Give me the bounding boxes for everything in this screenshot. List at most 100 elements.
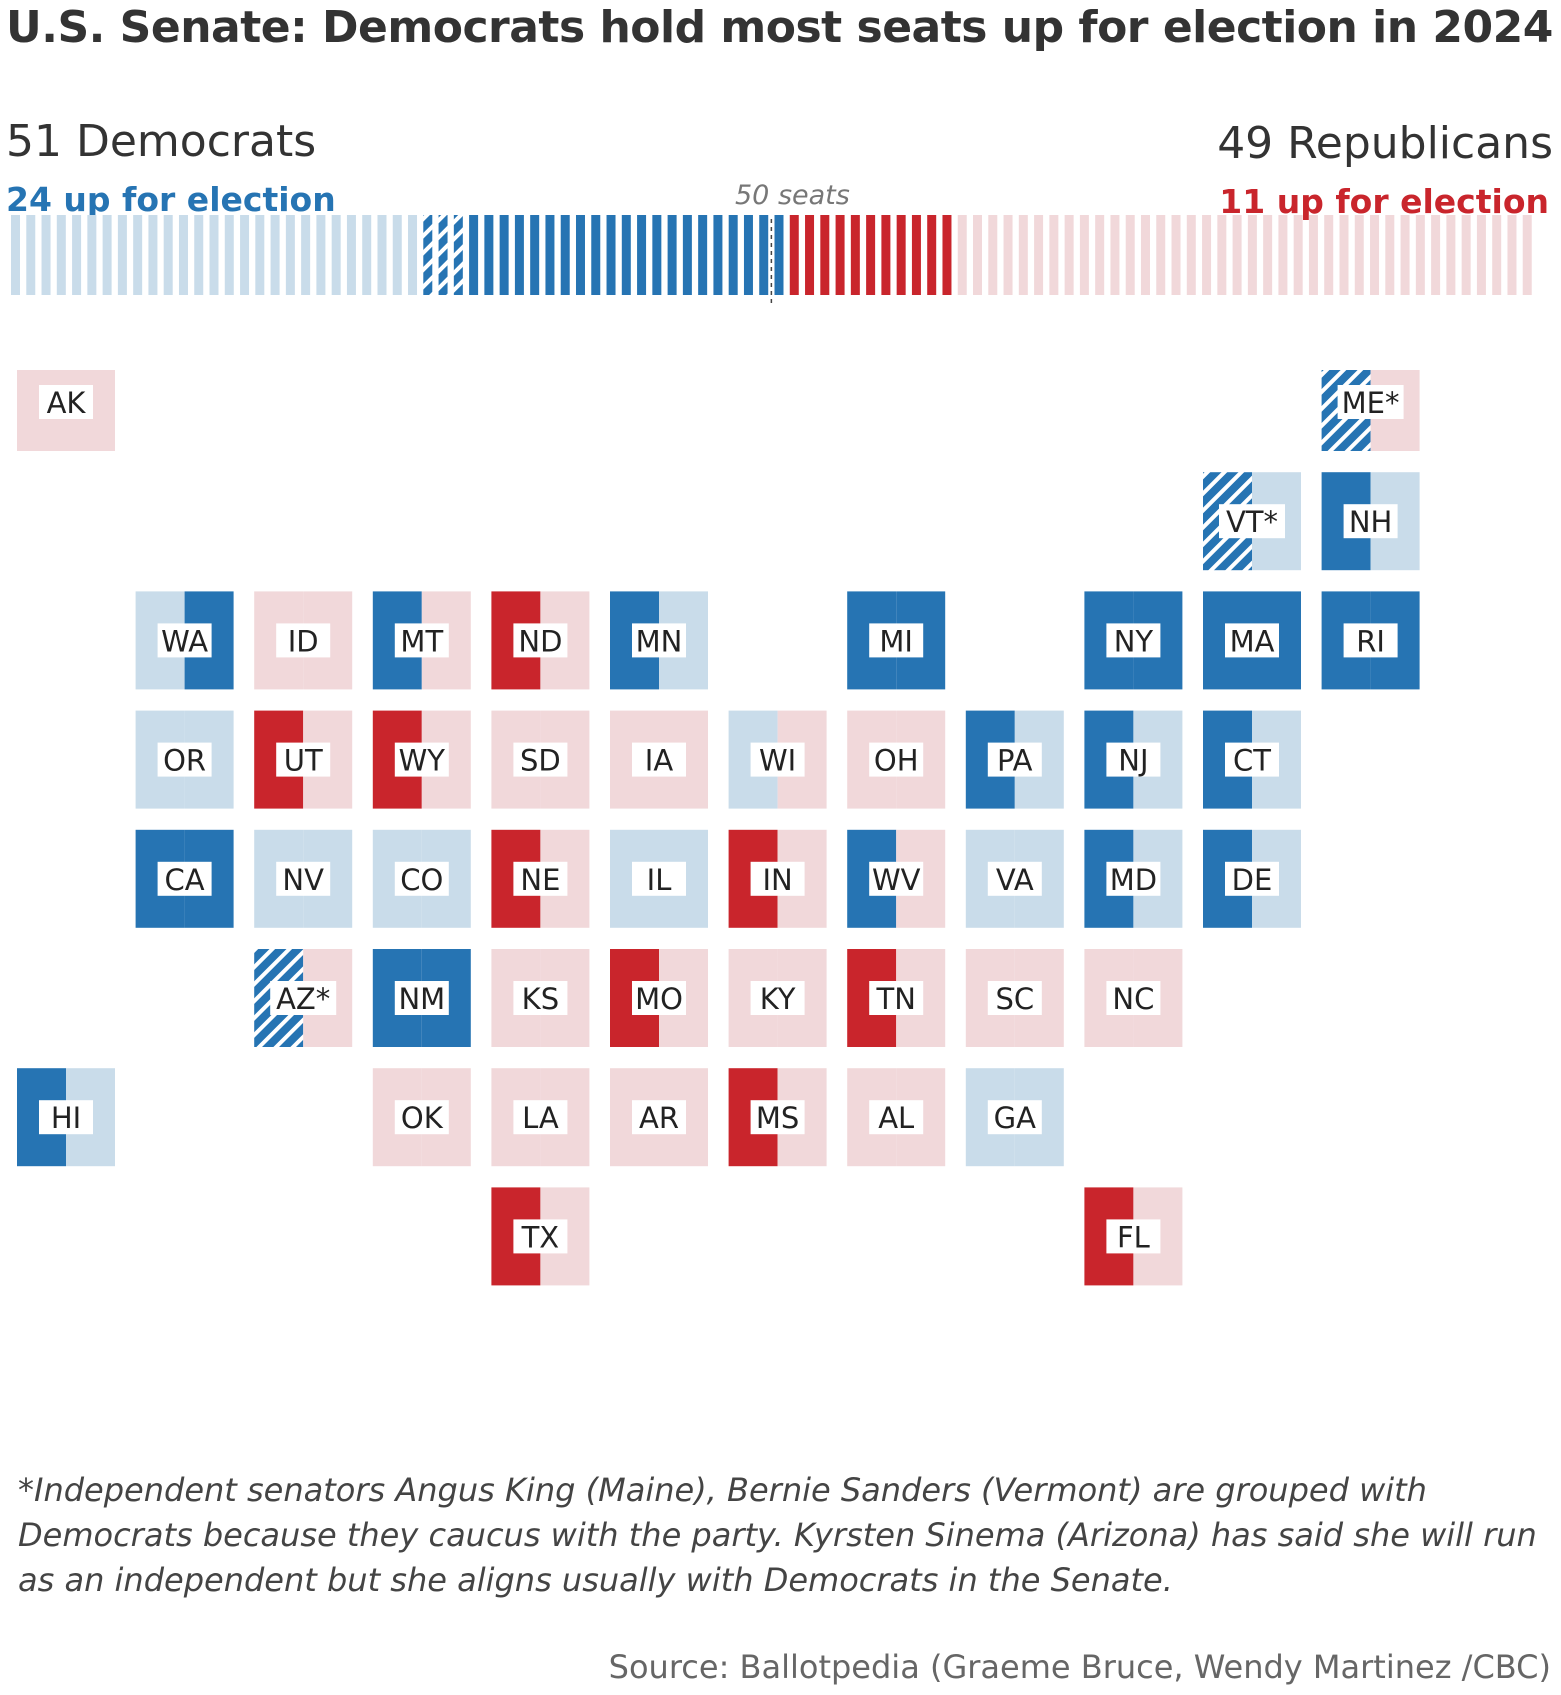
seat-rep-safe <box>1034 215 1044 295</box>
state-tile-or: OR <box>135 710 234 809</box>
seat-rep-safe <box>1324 215 1334 295</box>
state-tile-ca: CA <box>135 829 234 928</box>
state-label: KS <box>522 982 559 1016</box>
seat-rep-safe <box>1400 215 1410 295</box>
seat-dem-safe <box>133 215 143 295</box>
republicans-total-label: 49 Republicans <box>1217 118 1553 169</box>
state-label: IL <box>647 863 672 897</box>
seat-dem-safe <box>408 215 418 295</box>
state-label: LA <box>522 1101 559 1135</box>
seat-rep-up <box>866 215 876 295</box>
state-label-bg <box>1106 1219 1161 1254</box>
state-label-bg <box>750 861 805 896</box>
seat-rep-safe <box>1415 215 1425 295</box>
seat-rep-safe <box>1293 215 1303 295</box>
majority-label: 50 seats <box>735 180 850 211</box>
state-label: CO <box>400 863 443 897</box>
state-tile-nv: NV <box>254 829 353 928</box>
seat-rep-up <box>850 215 860 295</box>
state-tile-ks: KS <box>491 949 590 1047</box>
seat-dem-safe <box>377 215 387 295</box>
seat-dem-up <box>637 215 647 295</box>
footnote: *Independent senators Angus King (Maine)… <box>18 1471 1537 1599</box>
seat-dem-safe <box>87 215 97 295</box>
state-tile-ar: AR <box>610 1068 708 1167</box>
seat-rep-safe <box>1217 215 1227 295</box>
seat-rep-safe <box>1492 215 1502 295</box>
state-tile-pa: PA <box>965 710 1064 809</box>
seat-dem-safe <box>117 215 127 295</box>
seat-dem-up <box>682 215 692 295</box>
seat-dem-safe <box>392 215 402 295</box>
seat-rep-safe <box>1339 215 1349 295</box>
seat-dem-safe <box>56 215 66 295</box>
chart-title: U.S. Senate: Democrats hold most seats u… <box>6 2 1553 53</box>
state-label: CA <box>165 863 205 897</box>
state-label-bg <box>157 861 212 896</box>
seat-dem-safe <box>209 215 219 295</box>
state-tile-ne: NE <box>491 829 590 928</box>
state-label: AZ* <box>276 982 330 1016</box>
state-tile-ri: RI <box>1321 591 1420 690</box>
seat-dem-safe <box>255 215 265 295</box>
state-label: MT <box>400 624 443 658</box>
state-label: MO <box>635 982 683 1016</box>
state-tile-hi: HI <box>17 1068 115 1167</box>
seat-rep-up <box>927 215 937 295</box>
state-label-bg <box>513 861 568 896</box>
seat-dem-up <box>698 215 708 295</box>
state-label-bg <box>987 861 1042 896</box>
state-label: ME* <box>1342 386 1400 420</box>
state-label: AR <box>639 1101 679 1135</box>
state-label: ID <box>288 624 319 658</box>
seat-rep-safe <box>1278 215 1288 295</box>
state-label-bg <box>513 1100 568 1135</box>
state-tile-co: CO <box>372 829 471 928</box>
state-label-bg <box>869 1100 924 1135</box>
seat-dem-up <box>606 215 616 295</box>
state-label: AK <box>47 386 87 420</box>
state-label-bg <box>869 861 924 896</box>
seat-dem-up <box>591 215 601 295</box>
state-label: MN <box>636 624 683 658</box>
state-label-bg <box>276 623 331 658</box>
state-tile-ga: GA <box>965 1068 1064 1167</box>
state-label-bg <box>394 742 449 777</box>
seat-rep-safe <box>1370 215 1380 295</box>
seat-rep-safe <box>1247 215 1257 295</box>
seat-dem-up <box>575 215 585 295</box>
seat-dem-safe <box>41 215 51 295</box>
state-label: ND <box>518 624 562 658</box>
state-label-bg <box>987 1100 1042 1135</box>
state-label-bg <box>750 742 805 777</box>
state-label-bg <box>632 1100 686 1135</box>
state-label: OR <box>163 744 206 778</box>
state-tile-id: ID <box>254 591 353 690</box>
seat-dem-safe <box>346 215 356 295</box>
state-label: MA <box>1230 624 1275 658</box>
seat-dem-up <box>667 215 677 295</box>
state-label: TX <box>521 1220 560 1254</box>
seat-rep-safe <box>1202 215 1212 295</box>
state-label: TN <box>875 982 915 1016</box>
seat-dem-safe <box>102 215 112 295</box>
state-label-bg <box>157 742 212 777</box>
state-tile-sc: SC <box>965 949 1064 1047</box>
seat-rep-safe <box>1003 215 1013 295</box>
seat-rep-safe <box>1446 215 1456 295</box>
state-tile-oh: OH <box>847 710 946 809</box>
state-label-bg <box>869 742 924 777</box>
state-label: VA <box>996 863 1034 897</box>
state-label: WY <box>399 744 446 778</box>
seat-rep-safe <box>1186 215 1196 295</box>
seat-dem-up <box>743 215 753 295</box>
state-label-bg <box>513 1219 568 1254</box>
state-label-bg <box>1225 742 1279 777</box>
state-label-bg <box>987 742 1042 777</box>
seat-dem-up <box>621 215 631 295</box>
state-label-bg <box>869 623 924 658</box>
seat-dem-safe <box>240 215 250 295</box>
state-tile-map: AK ME* VT* NH WA ID MT ND MN MI NY MA RI OR UT WY SD IA WI… <box>17 370 1420 1286</box>
seat-rep-safe <box>1079 215 1089 295</box>
seat-rep-safe <box>1110 215 1120 295</box>
